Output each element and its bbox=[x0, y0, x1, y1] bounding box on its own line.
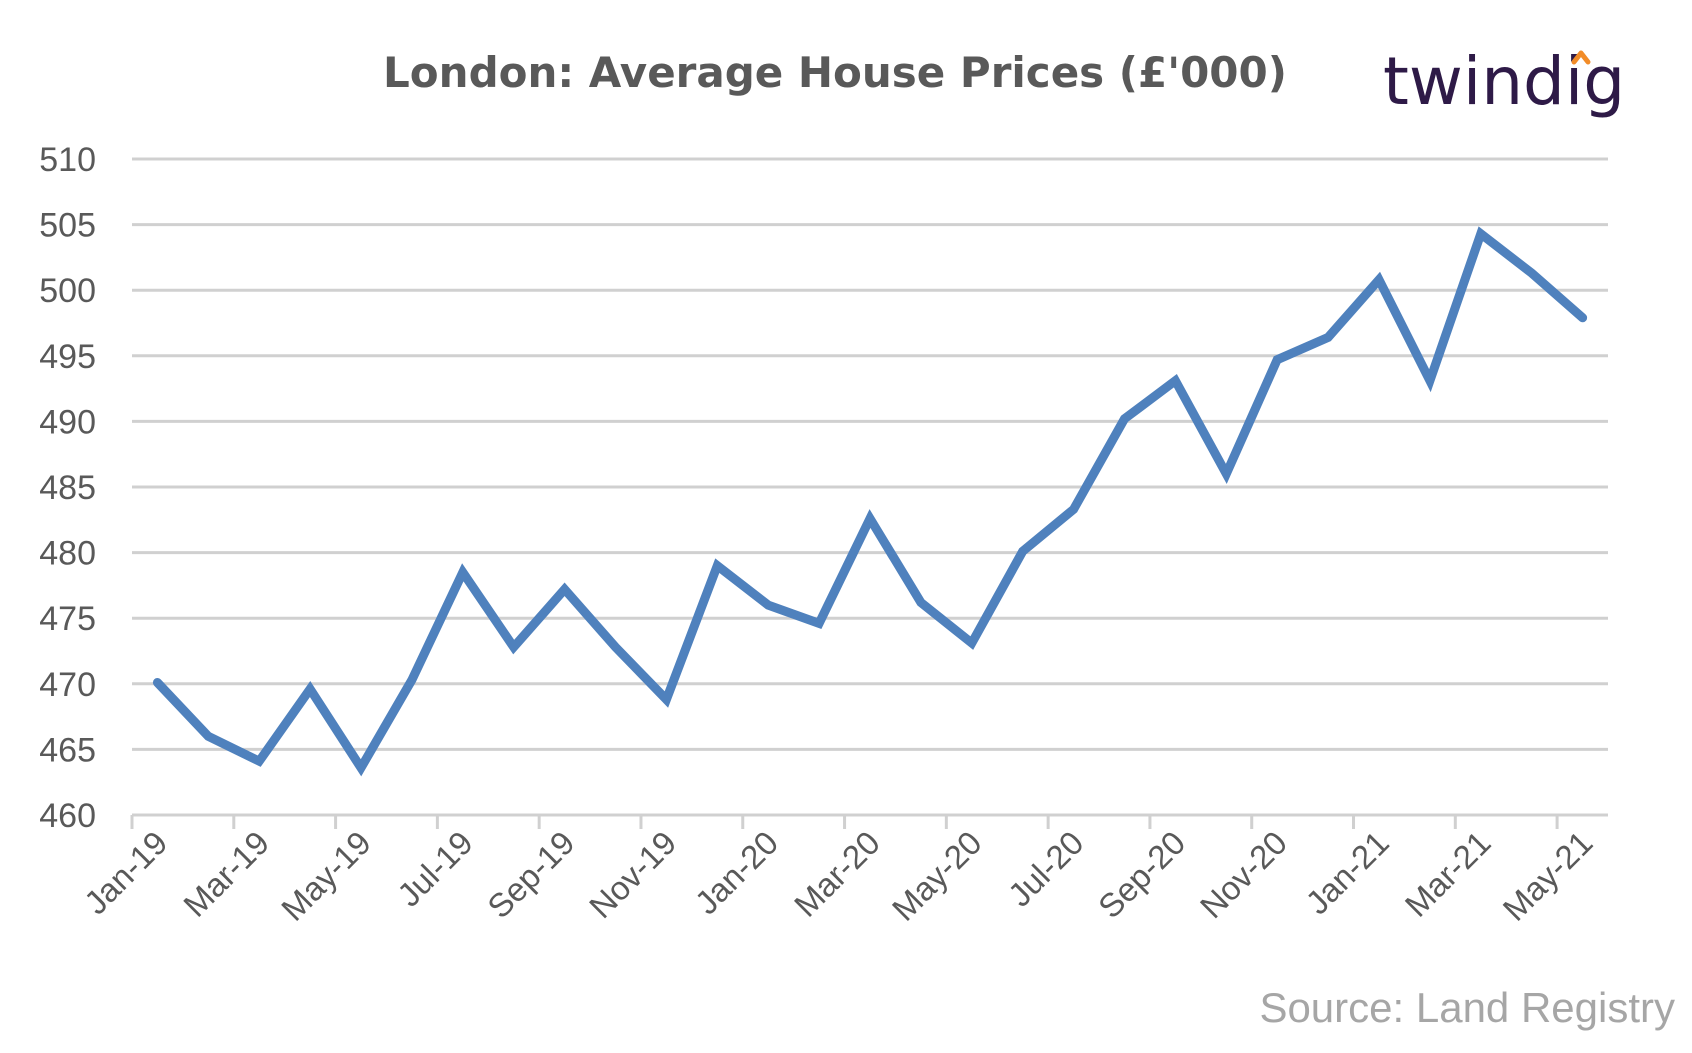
series-group bbox=[152, 226, 1588, 777]
y-tick-label: 510 bbox=[39, 141, 96, 179]
y-tick-label: 485 bbox=[39, 469, 96, 507]
y-tick-label: 505 bbox=[39, 207, 96, 245]
y-tick-label: 470 bbox=[39, 666, 96, 704]
y-tick-label: 465 bbox=[39, 731, 96, 769]
x-tick-label: Jul-20 bbox=[1001, 824, 1091, 914]
logo-accent-icon bbox=[1571, 50, 1591, 65]
x-tick-label: May-20 bbox=[885, 824, 989, 928]
data-point-Jun-19 bbox=[411, 679, 413, 681]
x-tick-label: Sep-20 bbox=[1091, 824, 1192, 925]
data-point-Apr-19 bbox=[309, 688, 311, 690]
data-point-Apr-21 bbox=[1531, 272, 1533, 274]
y-axis-ticks: 460 465 470 475 480 485 490 495 500 505 510 bbox=[39, 141, 96, 835]
data-point-Dec-19 bbox=[716, 565, 718, 567]
data-point-Mar-19 bbox=[258, 760, 260, 762]
data-point-Oct-20 bbox=[1225, 473, 1227, 475]
chart-title: London: Average House Prices (£'000) bbox=[383, 48, 1287, 97]
data-point-Sep-19 bbox=[564, 588, 566, 590]
x-tick-label: Jan-20 bbox=[688, 824, 786, 922]
x-tick-label: Nov-20 bbox=[1193, 824, 1294, 925]
data-point-Aug-20 bbox=[1123, 418, 1125, 420]
data-point-Jul-19 bbox=[462, 571, 464, 573]
source-note: Source: Land Registry bbox=[1259, 984, 1675, 1031]
y-tick-label: 480 bbox=[39, 535, 96, 573]
data-point-Jan-20 bbox=[767, 604, 769, 606]
gridlines bbox=[132, 157, 1608, 751]
x-tick-label: May-19 bbox=[274, 824, 378, 928]
data-point-Jan-21 bbox=[1378, 279, 1380, 281]
data-point-May-19 bbox=[360, 767, 362, 769]
data-point-Feb-19 bbox=[207, 735, 209, 737]
data-point-Jun-20 bbox=[1022, 550, 1024, 552]
x-axis-tickmarks bbox=[130, 815, 1559, 829]
x-tick-label: Mar-20 bbox=[787, 824, 887, 924]
data-point-Aug-19 bbox=[513, 646, 515, 648]
x-tick-label: Mar-21 bbox=[1398, 824, 1498, 924]
y-tick-label: 460 bbox=[39, 797, 96, 835]
data-point-Nov-20 bbox=[1276, 359, 1278, 361]
x-tick-label: Nov-19 bbox=[582, 824, 683, 925]
data-point-Jul-20 bbox=[1073, 508, 1075, 510]
data-point-May-20 bbox=[971, 642, 973, 644]
data-point-May-21 bbox=[1582, 317, 1584, 319]
data-point-Apr-20 bbox=[920, 601, 922, 603]
data-point-Oct-19 bbox=[615, 646, 617, 648]
y-tick-label: 495 bbox=[39, 338, 96, 376]
series-line bbox=[152, 226, 1588, 777]
data-point-Sep-20 bbox=[1174, 380, 1176, 382]
y-tick-label: 500 bbox=[39, 272, 96, 310]
data-point-Feb-21 bbox=[1429, 380, 1431, 382]
data-point-Mar-21 bbox=[1480, 233, 1482, 235]
data-point-Jan-19 bbox=[156, 681, 158, 683]
logo: twindig bbox=[1383, 43, 1625, 120]
x-tick-label: Jul-19 bbox=[390, 824, 480, 914]
x-tick-label: Mar-19 bbox=[176, 824, 276, 924]
data-point-Mar-20 bbox=[869, 517, 871, 519]
y-tick-label: 490 bbox=[39, 403, 96, 441]
x-tick-label: Jan-21 bbox=[1298, 824, 1396, 922]
x-tick-label: May-21 bbox=[1496, 824, 1600, 928]
logo-text: twindig bbox=[1383, 43, 1625, 120]
x-tick-label: Jan-19 bbox=[77, 824, 175, 922]
x-tick-label: Sep-19 bbox=[480, 824, 581, 925]
data-point-Feb-20 bbox=[818, 622, 820, 624]
data-point-Dec-20 bbox=[1327, 336, 1329, 338]
y-tick-label: 475 bbox=[39, 600, 96, 638]
data-point-Nov-19 bbox=[665, 699, 667, 701]
